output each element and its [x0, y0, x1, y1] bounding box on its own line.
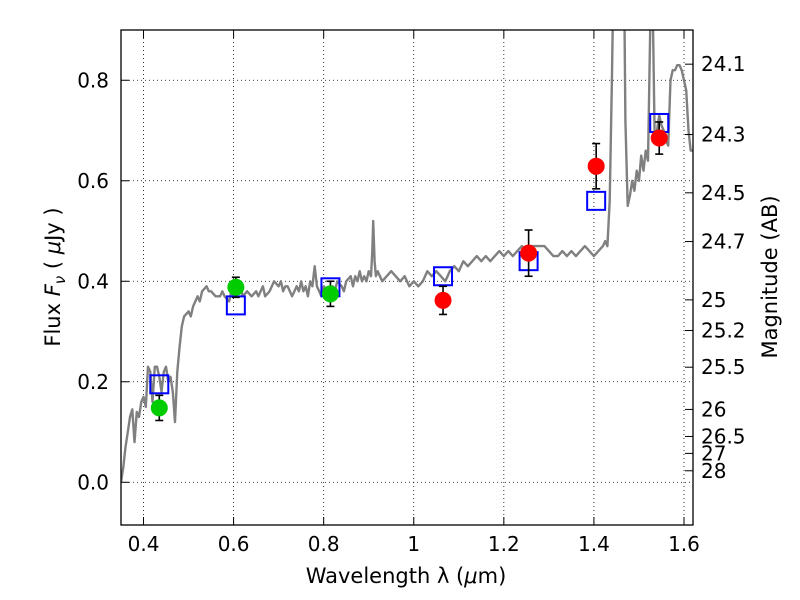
axes: 0.4 0.6 0.8 1 1.2 1.4 1.6 0.0 0.2 0.4 0.6 0.8 24.1 24…	[77, 30, 746, 556]
y2-tick-label: 28	[701, 459, 726, 483]
y2-tick-label: 25	[701, 288, 726, 312]
observed-flux-point	[587, 157, 605, 175]
observed-flux-point	[150, 399, 168, 417]
model-photometry-square	[149, 374, 170, 395]
observed-flux-point	[227, 278, 245, 296]
x-tick-label: 1.6	[668, 532, 700, 556]
observed-flux-point	[434, 291, 452, 309]
y2-tick-label: 27	[701, 441, 726, 465]
x-tick-label: 0.8	[308, 532, 340, 556]
y2-tick-label: 25.2	[701, 319, 746, 343]
x-tick-label: 1.2	[488, 532, 520, 556]
model-spectrum-line	[121, 30, 693, 483]
data-layer	[121, 30, 693, 483]
y-tick-label: 0.2	[77, 370, 109, 394]
y-tick-label: 0.6	[77, 169, 109, 193]
x-tick-label: 1.4	[578, 532, 610, 556]
grid	[121, 30, 693, 525]
y2-tick-label: 24.5	[701, 181, 746, 205]
observed-flux-point	[650, 129, 668, 147]
y2-tick-label: 24.1	[701, 52, 746, 76]
y2-tick-label: 24.7	[701, 230, 746, 254]
observed-flux-point	[321, 285, 339, 303]
y2-tick-label: 24.3	[701, 123, 746, 147]
x-tick-label: 0.4	[128, 532, 160, 556]
plot-frame	[120, 29, 694, 526]
y-tick-label: 0.4	[77, 269, 109, 293]
observed-flux-point	[520, 244, 538, 262]
y2-axis-label: Magnitude (AB)	[758, 195, 782, 358]
plot-background	[121, 30, 693, 525]
y-tick-label: 0.0	[77, 470, 109, 494]
y2-tick-label: 26.5	[701, 424, 746, 448]
y2-tick-label: 25.5	[701, 355, 746, 379]
y-tick-label: 0.8	[77, 68, 109, 92]
model-photometry-square	[586, 190, 607, 211]
model-photometry-square	[433, 266, 454, 287]
x-axis-label: Wavelength λ (μm)	[306, 564, 507, 588]
y2-tick-label: 26	[701, 397, 726, 421]
x-tick-label: 0.6	[218, 532, 250, 556]
y-axis-label: Flux Fν ( μJy )	[41, 207, 69, 346]
x-tick-label: 1	[407, 532, 420, 556]
